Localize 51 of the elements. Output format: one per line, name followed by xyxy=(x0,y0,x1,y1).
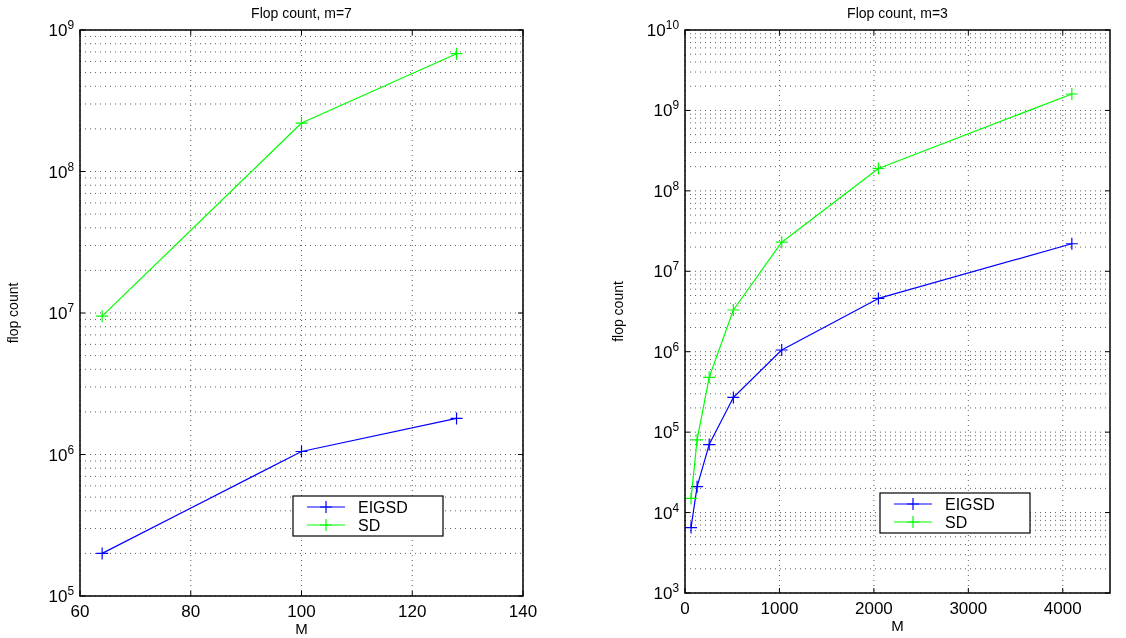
legend-label: EIGSD xyxy=(358,499,408,516)
y-tick-label: 10$^{9}$ xyxy=(653,98,680,121)
y-tick-label: 10$^{7}$ xyxy=(653,259,680,282)
point xyxy=(690,480,704,494)
y-tick-label: 10$^{3}$ xyxy=(653,581,680,603)
x-axis-title: M xyxy=(891,617,904,634)
chart-title: Flop count, m=7 xyxy=(251,5,353,21)
point xyxy=(1065,87,1079,101)
point xyxy=(702,370,716,384)
y-tick-label: 10$^{8}$ xyxy=(653,178,680,201)
point xyxy=(690,433,704,447)
point xyxy=(684,491,698,506)
point xyxy=(449,411,464,425)
y-tick-label: 10$^{6}$ xyxy=(48,442,75,465)
x-axis-title: M xyxy=(295,620,308,637)
x-tick-label: 120 xyxy=(398,602,427,621)
point xyxy=(294,116,309,130)
y-tick-label: 10$^{8}$ xyxy=(48,159,75,182)
y-tick-label: 10$^{4}$ xyxy=(653,500,680,523)
x-tick-label: 140 xyxy=(508,602,538,621)
x-tick-label: 3000 xyxy=(949,599,988,618)
x-tick-label: 4000 xyxy=(1043,599,1082,618)
y-axis-title: flop count xyxy=(5,282,21,344)
y-axis-title: flop count xyxy=(610,281,626,342)
legend-label: SD xyxy=(945,514,968,531)
point xyxy=(702,438,716,452)
point xyxy=(775,235,789,249)
y-tick-label: 10$^{5}$ xyxy=(653,420,680,443)
x-tick-label: 80 xyxy=(181,602,201,621)
point xyxy=(449,47,464,61)
point xyxy=(871,161,886,176)
point xyxy=(775,343,789,357)
x-tick-label: 2000 xyxy=(854,599,893,618)
chart-title: Flop count, m=3 xyxy=(847,5,949,21)
point xyxy=(726,303,740,317)
point xyxy=(95,309,109,323)
point xyxy=(726,390,740,405)
point xyxy=(95,546,109,560)
legend-label: SD xyxy=(358,517,381,534)
point xyxy=(871,291,886,306)
point xyxy=(684,521,698,535)
x-tick-label: 100 xyxy=(287,602,316,621)
legend-label: EIGSD xyxy=(945,496,995,513)
y-tick-label: 10$^{6}$ xyxy=(653,339,680,362)
x-tick-label: 1000 xyxy=(760,599,799,618)
y-tick-label: 10$^{10}$ xyxy=(646,18,680,40)
point xyxy=(1065,237,1079,251)
x-tick-label: 0 xyxy=(680,599,690,618)
y-tick-label: 10$^{7}$ xyxy=(48,301,75,323)
point xyxy=(294,444,309,459)
y-tick-label: 10$^{9}$ xyxy=(48,18,75,40)
